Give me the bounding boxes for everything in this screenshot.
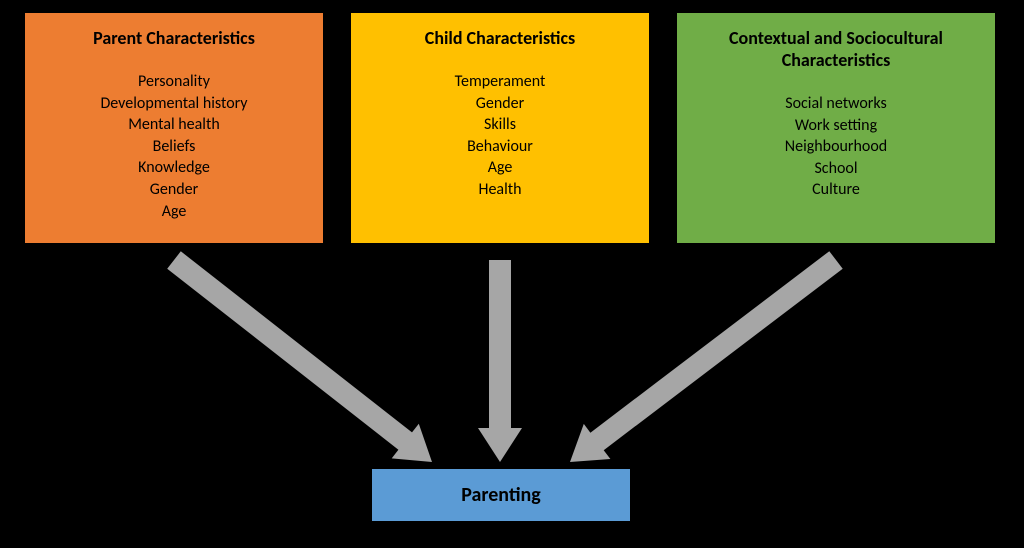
context-box-items: Social networksWork settingNeighbourhood… xyxy=(687,93,985,201)
parent-item: Personality xyxy=(35,71,313,93)
context-box-title: Contextual and Sociocultural Characteris… xyxy=(687,27,985,71)
context-item: Social networks xyxy=(687,93,985,115)
arrow-2 xyxy=(570,251,843,462)
arrow-0 xyxy=(167,251,432,462)
context-item: School xyxy=(687,158,985,180)
child-characteristics-box: Child Characteristics TemperamentGenderS… xyxy=(350,12,650,244)
parent-box-title: Parent Characteristics xyxy=(35,27,313,49)
parent-item: Age xyxy=(35,201,313,223)
parenting-target-label: Parenting xyxy=(461,483,541,507)
child-item: Behaviour xyxy=(361,136,639,158)
child-item: Age xyxy=(361,157,639,179)
parent-item: Beliefs xyxy=(35,136,313,158)
parent-item: Developmental history xyxy=(35,93,313,115)
child-item: Skills xyxy=(361,114,639,136)
child-item: Health xyxy=(361,179,639,201)
parent-box-items: PersonalityDevelopmental historyMental h… xyxy=(35,71,313,222)
child-box-title: Child Characteristics xyxy=(361,27,639,49)
parent-item: Mental health xyxy=(35,114,313,136)
context-characteristics-box: Contextual and Sociocultural Characteris… xyxy=(676,12,996,244)
parent-item: Knowledge xyxy=(35,157,313,179)
child-box-items: TemperamentGenderSkillsBehaviourAgeHealt… xyxy=(361,71,639,201)
child-item: Temperament xyxy=(361,71,639,93)
context-item: Work setting xyxy=(687,115,985,137)
context-item: Neighbourhood xyxy=(687,136,985,158)
context-item: Culture xyxy=(687,179,985,201)
arrow-1 xyxy=(478,260,522,462)
child-item: Gender xyxy=(361,93,639,115)
parent-item: Gender xyxy=(35,179,313,201)
parent-characteristics-box: Parent Characteristics PersonalityDevelo… xyxy=(24,12,324,244)
parenting-target-box: Parenting xyxy=(371,468,631,522)
